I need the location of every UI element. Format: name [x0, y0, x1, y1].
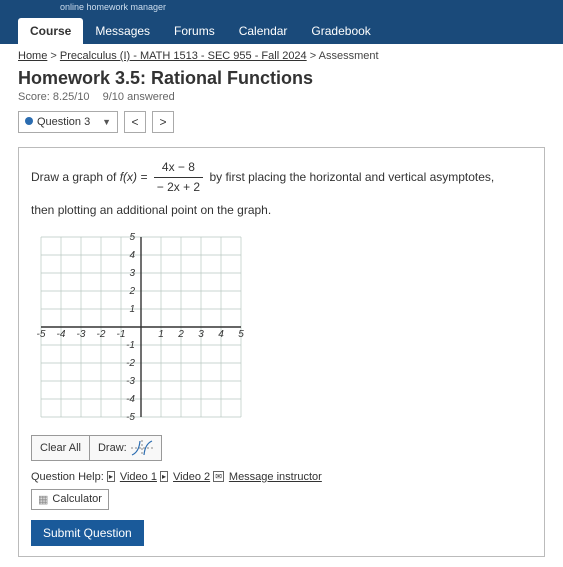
- svg-text:-5: -5: [37, 329, 46, 340]
- func-lhs: f(x) =: [120, 170, 151, 184]
- breadcrumb-course[interactable]: Precalculus (I) - MATH 1513 - SEC 955 - …: [60, 50, 307, 62]
- answered-label: 9/10 answered: [103, 91, 175, 103]
- svg-text:5: 5: [129, 232, 135, 243]
- nav-messages[interactable]: Messages: [83, 18, 162, 44]
- mail-icon: ✉: [213, 471, 224, 482]
- calculator-label: Calculator: [52, 493, 102, 505]
- numerator: 4x − 8: [154, 158, 203, 178]
- svg-text:-3: -3: [126, 376, 135, 387]
- svg-text:-2: -2: [97, 329, 106, 340]
- denominator: − 2x + 2: [154, 178, 203, 197]
- svg-text:3: 3: [198, 329, 204, 340]
- fraction: 4x − 8 − 2x + 2: [154, 158, 203, 197]
- svg-text:3: 3: [129, 268, 135, 279]
- nav-forums[interactable]: Forums: [162, 18, 227, 44]
- help-video1[interactable]: Video 1: [120, 471, 157, 483]
- svg-text:2: 2: [128, 286, 135, 297]
- clear-all-button[interactable]: Clear All: [31, 435, 90, 461]
- main-nav: Course Messages Forums Calendar Gradeboo…: [0, 18, 563, 44]
- nav-gradebook[interactable]: Gradebook: [299, 18, 382, 44]
- question-current: Question 3: [37, 116, 90, 128]
- svg-text:-5: -5: [126, 412, 135, 423]
- svg-text:1: 1: [158, 329, 164, 340]
- graph-canvas[interactable]: -5 -4 -3 -2 -1 1 2 3 4 5 -5 -4 -3 -2 -1 1 2 3 4 5: [31, 227, 251, 427]
- prompt-mid: by first placing the horizontal and vert…: [209, 170, 494, 184]
- help-message[interactable]: Message instructor: [229, 471, 322, 483]
- chevron-down-icon: ▼: [102, 117, 111, 127]
- asymptote-curve-icon: [131, 440, 153, 456]
- svg-text:5: 5: [238, 329, 244, 340]
- calculator-button[interactable]: ▦ Calculator: [31, 489, 109, 510]
- svg-text:2: 2: [177, 329, 184, 340]
- svg-text:-2: -2: [126, 358, 135, 369]
- question-selector[interactable]: Question 3 ▼: [18, 111, 118, 133]
- page-title: Homework 3.5: Rational Functions: [18, 68, 545, 89]
- video-icon: ▸: [160, 471, 168, 482]
- prompt-after: then plotting an additional point on the…: [31, 201, 532, 220]
- help-label: Question Help:: [31, 471, 104, 483]
- calculator-icon: ▦: [38, 493, 48, 506]
- svg-text:1: 1: [129, 304, 135, 315]
- svg-text:-4: -4: [126, 394, 135, 405]
- breadcrumb: Home > Precalculus (I) - MATH 1513 - SEC…: [18, 50, 545, 62]
- nav-course[interactable]: Course: [18, 18, 83, 44]
- video-icon: ▸: [107, 471, 115, 482]
- score-label: Score: 8.25/10: [18, 91, 90, 103]
- draw-tool-button[interactable]: Draw:: [90, 435, 162, 461]
- question-box: Draw a graph of f(x) = 4x − 8 − 2x + 2 b…: [18, 147, 545, 557]
- svg-text:-4: -4: [57, 329, 66, 340]
- svg-text:-1: -1: [126, 340, 135, 351]
- site-tagline: online homework manager: [60, 2, 166, 12]
- svg-text:-3: -3: [77, 329, 86, 340]
- svg-text:4: 4: [218, 329, 224, 340]
- breadcrumb-current: Assessment: [319, 50, 379, 62]
- status-dot-icon: [25, 117, 33, 125]
- breadcrumb-home[interactable]: Home: [18, 50, 47, 62]
- svg-text:-1: -1: [117, 329, 126, 340]
- prev-question-button[interactable]: <: [124, 111, 146, 133]
- help-video2[interactable]: Video 2: [173, 471, 210, 483]
- svg-text:4: 4: [129, 250, 135, 261]
- question-help: Question Help: ▸Video 1 ▸Video 2 ✉Messag…: [31, 471, 532, 483]
- next-question-button[interactable]: >: [152, 111, 174, 133]
- submit-question-button[interactable]: Submit Question: [31, 520, 144, 546]
- nav-calendar[interactable]: Calendar: [227, 18, 300, 44]
- draw-label: Draw:: [98, 442, 127, 454]
- prompt-before: Draw a graph of: [31, 170, 120, 184]
